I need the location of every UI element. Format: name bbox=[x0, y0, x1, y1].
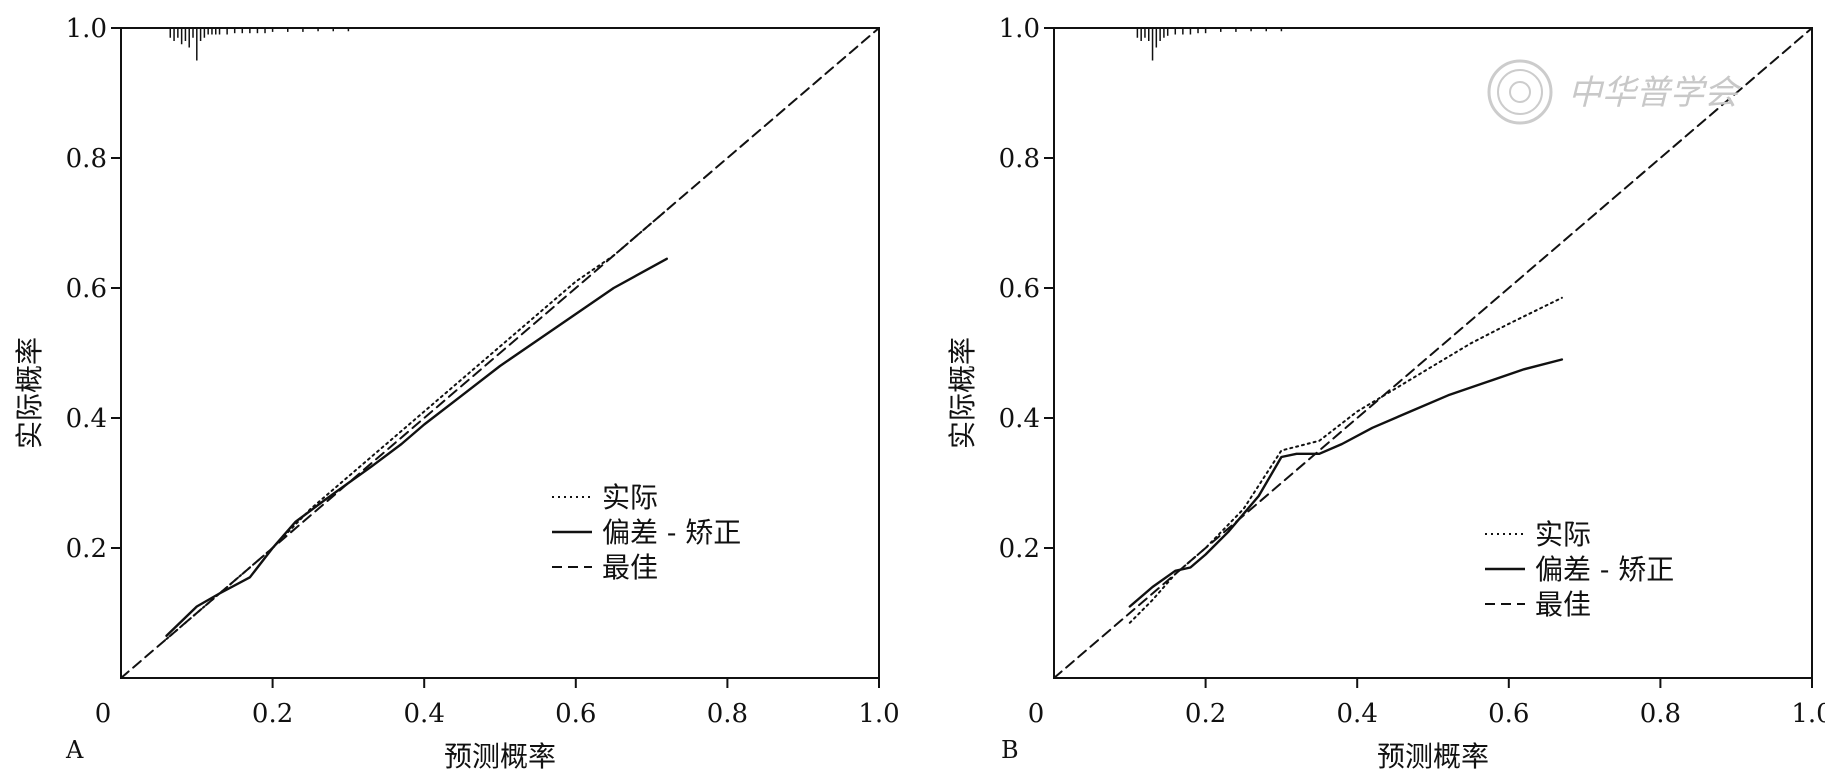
x-tick-label: 0.2 bbox=[1185, 699, 1226, 729]
legend-entry: 最佳 bbox=[602, 551, 658, 584]
x-tick-label: 0.6 bbox=[555, 699, 596, 729]
legend-entry: 偏差 - 矫正 bbox=[602, 516, 741, 549]
legend-entry: 偏差 - 矫正 bbox=[1535, 553, 1674, 586]
panel-b: 0 0.2 0.4 0.6 0.8 1.0 0.2 0.4 0.6 0.8 1.0 预测概率 实际概率 B… bbox=[946, 14, 1825, 773]
watermark-text: 中华普学会 bbox=[1568, 73, 1742, 113]
y-tick-label: 0.8 bbox=[999, 144, 1040, 174]
y-tick-label: 0.2 bbox=[66, 534, 107, 564]
y-tick-label: 0.6 bbox=[66, 274, 107, 304]
y-axis-label: 实际概率 bbox=[13, 337, 46, 449]
y-tick-label: 0.8 bbox=[66, 144, 107, 174]
y-tick-label: 0.4 bbox=[999, 404, 1040, 434]
x-axis-label: 预测概率 bbox=[444, 740, 556, 773]
y-tick-label: 1.0 bbox=[999, 14, 1040, 44]
plot-frame bbox=[1053, 27, 1813, 679]
y-tick-label: 1.0 bbox=[66, 14, 107, 44]
panel-label: A bbox=[65, 736, 84, 764]
legend-entry: 最佳 bbox=[1535, 588, 1591, 621]
panel-a: 0 0.2 0.4 0.6 0.8 1.0 0.2 0.4 0.6 0.8 1.0 预测概率 实际概率 A… bbox=[13, 14, 900, 773]
legend-entry: 实际 bbox=[602, 481, 658, 514]
series-line-dotted bbox=[165, 209, 668, 640]
x-tick-label: 0.4 bbox=[404, 699, 445, 729]
series-line-solid bbox=[1128, 358, 1564, 608]
y-tick-label: 0.6 bbox=[999, 274, 1040, 304]
x-tick-label: 0.8 bbox=[1640, 699, 1681, 729]
x-tick-label: 0.6 bbox=[1488, 699, 1529, 729]
x-tick-label: 1.0 bbox=[858, 699, 899, 729]
x-tick-label: 0.8 bbox=[707, 699, 748, 729]
watermark-seal-icon bbox=[1487, 59, 1553, 125]
y-tick-label: 0.4 bbox=[66, 404, 107, 434]
x-tick-label: 0.4 bbox=[1337, 699, 1378, 729]
watermark: 中华普学会 bbox=[1487, 59, 1742, 125]
y-axis-label: 实际概率 bbox=[946, 337, 979, 449]
plot-frame bbox=[120, 27, 880, 679]
x-tick-label: 1.0 bbox=[1791, 699, 1825, 729]
series-line-dashed bbox=[1053, 27, 1813, 679]
x-tick-label: 0 bbox=[95, 699, 112, 729]
series-line-dashed bbox=[120, 27, 880, 679]
x-tick-label: 0 bbox=[1028, 699, 1045, 729]
series-line-dotted bbox=[1128, 296, 1563, 624]
x-axis-label: 预测概率 bbox=[1377, 740, 1489, 773]
legend-entry: 实际 bbox=[1535, 518, 1591, 551]
x-tick-label: 0.2 bbox=[252, 699, 293, 729]
panel-label: B bbox=[1001, 736, 1019, 764]
y-tick-label: 0.2 bbox=[999, 534, 1040, 564]
series-line-solid bbox=[165, 257, 668, 637]
